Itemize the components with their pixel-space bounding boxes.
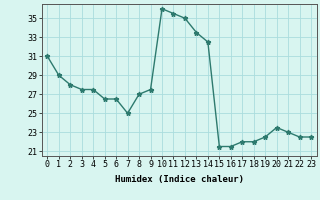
X-axis label: Humidex (Indice chaleur): Humidex (Indice chaleur) bbox=[115, 175, 244, 184]
